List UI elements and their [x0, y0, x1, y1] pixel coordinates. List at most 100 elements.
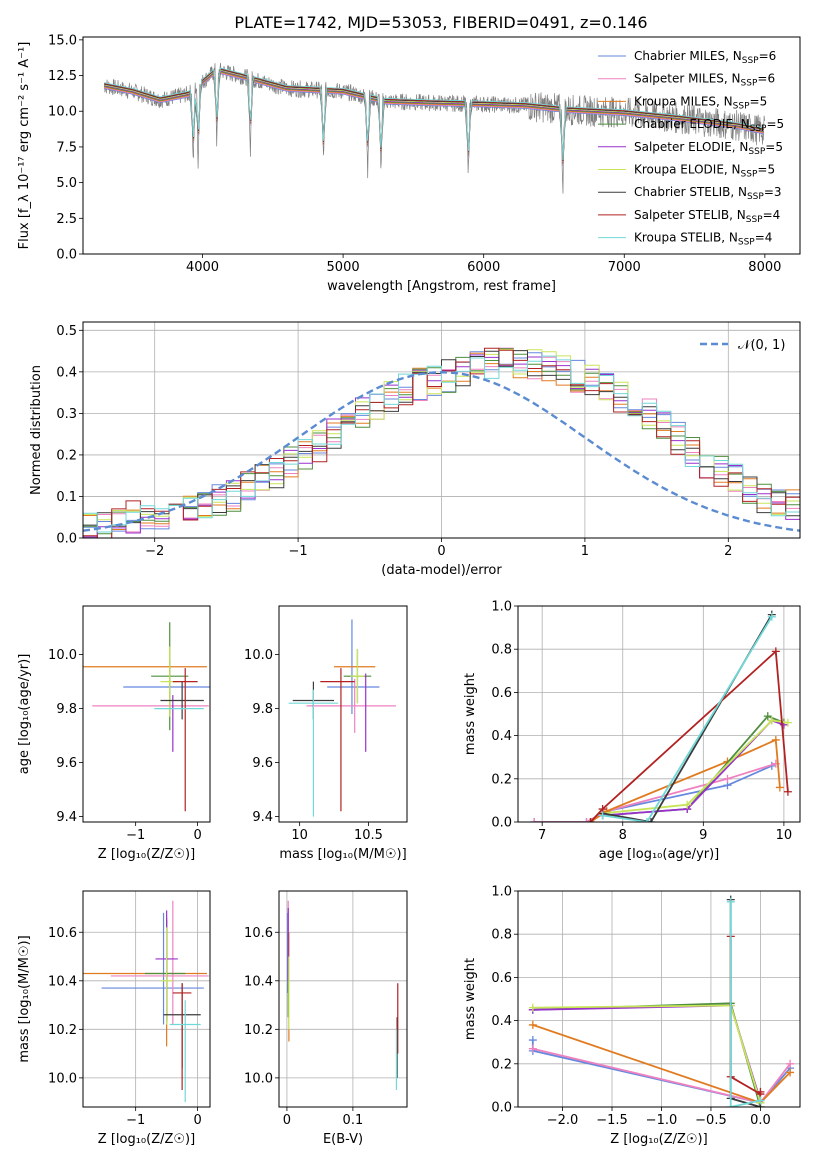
- mass-weight-vs-age-plot-area: [530, 610, 792, 822]
- data-point-8: [288, 689, 339, 817]
- age-vs-Z-panel: −1 0 9.4 9.6 9.8 10.0 Z [log₁₀(Z/Z☉)] age [log₁…: [17, 605, 211, 862]
- series-marker: [756, 1087, 765, 1096]
- series-marker: [756, 1096, 765, 1105]
- x-tick-label: 0.1: [343, 1113, 364, 1128]
- y-tick-label: 7.5: [56, 140, 77, 155]
- y-tick-label: 0.6: [491, 971, 512, 986]
- series-marker: [771, 735, 780, 744]
- axes-frame: [82, 605, 211, 823]
- y-tick-label: 10.0: [244, 648, 273, 663]
- x-tick-label: −2.0: [547, 1113, 579, 1128]
- residuals-legend: 𝒩(0, 1): [700, 338, 785, 353]
- histogram-8: [83, 355, 800, 533]
- x-tick-label: −1: [289, 544, 308, 559]
- y-tick-label: 0.0: [491, 816, 512, 831]
- mass-weight-vs-age-panel: 7 8 9 10 0.0 0.2 0.4 0.6 0.8 1.0 age [log₁₀(age/yr…: [463, 600, 801, 862]
- legend-subscript: SSP: [733, 101, 750, 111]
- legend-value: =3: [764, 185, 782, 199]
- x-axis-label: (data-model)/error: [381, 563, 502, 578]
- mass-weight-vs-Z-panel: −2.0 −1.5 −1.0 −0.5 0.0 0.0 0.2 0.4 0.6 0.8 1.0 Z […: [463, 885, 801, 1147]
- legend-entry: Salpeter ELODIE, NSSP=5: [634, 140, 783, 157]
- y-tick-label: 0.4: [491, 1014, 512, 1029]
- data-point-1: [306, 678, 396, 733]
- y-tick-label: 10.6: [48, 926, 77, 941]
- y-tick-label: 0.2: [56, 448, 77, 463]
- age-vs-mass-plot-area: [288, 619, 396, 817]
- legend-value: =5: [765, 140, 783, 154]
- y-tick-label: 0.2: [491, 1057, 512, 1072]
- x-tick-label: −0.5: [695, 1113, 727, 1128]
- x-axis-label: wavelength [Angstrom, rest frame]: [327, 279, 556, 294]
- x-tick-label: 0: [283, 1113, 291, 1128]
- y-axis-label: mass weight: [463, 958, 478, 1040]
- legend-entry: Chabrier MILES, NSSP=6: [634, 49, 776, 66]
- data-point-7: [172, 983, 192, 1091]
- series-line: [729, 901, 761, 1107]
- mass-vs-ebv-grid: [279, 891, 407, 1107]
- y-tick-label: 9.4: [56, 810, 77, 825]
- mass-vs-Z-plot-area: [83, 900, 209, 1103]
- mass-vs-Z-grid: [83, 891, 210, 1107]
- x-tick-label: −1: [126, 1113, 145, 1128]
- series-marker: [767, 716, 776, 725]
- series-line: [602, 616, 773, 822]
- y-tick-label: 1.0: [491, 885, 512, 900]
- data-point-8: [169, 1000, 201, 1103]
- x-tick-label: 4000: [186, 260, 219, 275]
- legend-subscript: SSP: [738, 238, 755, 248]
- x-tick-label: −1: [126, 828, 145, 843]
- axes-frame: [82, 890, 211, 1108]
- axes-frame: [517, 890, 801, 1108]
- legend-entry: Kroupa STELIB, NSSP=4: [634, 231, 772, 248]
- x-tick-label: 10: [776, 828, 793, 843]
- x-axis-label: E(B-V): [323, 1132, 363, 1147]
- series-line: [602, 719, 785, 817]
- legend-value: =6: [757, 72, 775, 86]
- mass-vs-Z-panel: −1 0 10.0 10.2 10.4 10.6 Z [log₁₀(Z/Z☉)] mass […: [17, 890, 211, 1147]
- x-axis-label: mass [log₁₀(M/M☉)]: [279, 847, 406, 862]
- axes-frame: [82, 36, 801, 255]
- legend-entry: Chabrier STELIB, NSSP=3: [634, 185, 782, 202]
- y-tick-label: 10.0: [48, 648, 77, 663]
- x-tick-label: 7: [538, 828, 546, 843]
- series-line: [602, 719, 789, 815]
- legend-entry: 𝒩(0, 1): [738, 338, 785, 353]
- x-axis-label: age [log₁₀(age/yr)]: [599, 847, 720, 862]
- series-marker: [767, 612, 776, 621]
- legend-subscript: SSP: [746, 215, 763, 225]
- x-tick-label: 6000: [467, 260, 500, 275]
- series-marker: [586, 818, 595, 822]
- y-tick-label: 10.4: [244, 974, 273, 989]
- series-marker: [786, 1068, 795, 1077]
- model-line-8: [104, 67, 764, 160]
- series-marker: [528, 1044, 537, 1053]
- y-tick-label: 9.6: [56, 756, 77, 771]
- series-marker: [775, 783, 784, 792]
- x-tick-label: 0: [193, 1113, 201, 1128]
- x-tick-label: 8: [619, 828, 627, 843]
- series-marker: [582, 818, 591, 822]
- mass-weight-vs-Z-axes: −2.0 −1.5 −1.0 −0.5 0.0 0.0 0.2 0.4 0.6 0.8 1.0 Z […: [463, 885, 801, 1147]
- series-marker: [683, 800, 692, 809]
- data-point-5: [350, 649, 365, 704]
- legend-subscript: SSP: [750, 124, 767, 134]
- mass-weight-vs-Z-plot-area: [528, 895, 795, 1107]
- y-tick-label: 0.0: [491, 1101, 512, 1116]
- x-tick-label: 0: [437, 544, 445, 559]
- normal-curve: [83, 371, 800, 532]
- spectrum-axes: 4000 5000 6000 7000 8000 0.0 2.5 5.0 7.5 10.0 12.5…: [17, 33, 801, 294]
- y-tick-label: 1.0: [491, 600, 512, 615]
- y-axis-label: Normed distribution: [29, 365, 44, 495]
- y-tick-label: 10.6: [244, 926, 273, 941]
- legend-subscript: SSP: [741, 79, 758, 89]
- y-tick-label: 0.1: [56, 490, 77, 505]
- y-tick-label: 9.6: [252, 756, 273, 771]
- x-tick-label: 10.5: [354, 828, 383, 843]
- legend-entry: Chabrier ELODIE, NSSP=5: [634, 117, 784, 134]
- x-tick-label: 0.0: [750, 1113, 771, 1128]
- data-point-1: [110, 900, 209, 1025]
- series-marker: [528, 1036, 537, 1045]
- legend-entry: Kroupa ELODIE, NSSP=5: [634, 163, 775, 180]
- figure-title: PLATE=1742, MJD=53053, FIBERID=0491, z=0…: [234, 13, 647, 32]
